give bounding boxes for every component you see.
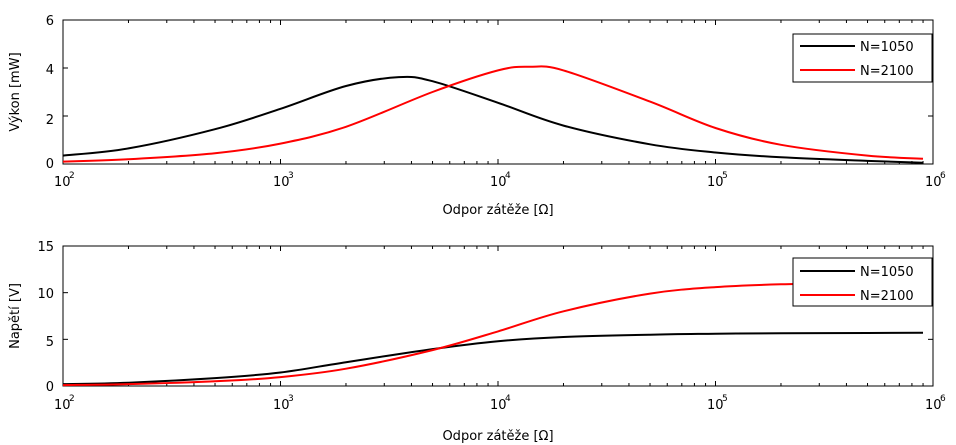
voltage-xtick-label: 10 6 [925,394,946,413]
svg-text:10: 10 [273,175,290,190]
voltage-xtick-label: 10 2 [54,394,75,413]
voltage-xtick-label: 10 4 [490,394,511,413]
svg-text:4: 4 [505,171,511,181]
voltage-ytick-label: 5 [46,335,54,350]
svg-text:10: 10 [925,175,942,190]
voltage-xaxis-label: Odpor zátěže [Ω] [442,429,553,444]
voltage-legend-label-n2100: N=2100 [860,289,914,304]
svg-text:2: 2 [69,394,75,404]
power-plot-area [62,19,934,165]
svg-text:10: 10 [707,398,724,413]
svg-text:5: 5 [722,394,728,404]
voltage-chart: 0 5 10 15 10 2 10 3 10 4 10 5 10 6 Odpor… [8,240,946,444]
power-legend-box [792,33,933,83]
power-legend-label-n2100: N=2100 [860,64,914,79]
svg-text:10: 10 [707,175,724,190]
svg-text:10: 10 [54,398,71,413]
svg-text:4: 4 [505,394,511,404]
voltage-xtick-label: 10 3 [273,394,294,413]
svg-text:10: 10 [273,398,290,413]
voltage-series-lines [62,245,933,387]
power-legend-label-n1050: N=1050 [860,40,914,55]
power-chart: 0 2 4 6 10 2 10 3 10 4 10 5 10 6 Odpor z… [8,14,946,218]
svg-text:3: 3 [288,394,294,404]
power-xtick-label: 10 4 [490,171,511,190]
voltage-plot-area [62,245,934,387]
svg-text:2: 2 [69,171,75,181]
svg-text:6: 6 [940,171,946,181]
power-series-lines [62,19,933,165]
power-series-line-n2100 [62,65,924,163]
voltage-ytick-label: 0 [46,380,54,395]
voltage-legend-box [792,257,933,307]
voltage-ytick-label: 10 [37,287,54,302]
power-xtick-label: 10 5 [707,171,728,190]
voltage-xtick-label: 10 5 [707,394,728,413]
svg-text:3: 3 [288,171,294,181]
voltage-series-line-n2100 [62,282,847,387]
power-yaxis-label: Výkon [mW] [8,52,23,131]
power-series-line-n1050 [62,75,924,164]
power-xaxis-label: Odpor zátěže [Ω] [442,203,553,218]
power-ytick-label: 2 [46,113,54,128]
power-legend: N=1050 N=2100 [792,33,933,83]
power-ytick-label: 0 [46,157,54,172]
voltage-ytick-label: 15 [37,240,54,255]
svg-text:10: 10 [490,175,507,190]
power-xtick-label: 10 2 [54,171,75,190]
svg-text:10: 10 [54,175,71,190]
voltage-legend: N=1050 N=2100 [792,257,933,307]
voltage-yaxis-label: Napětí [V] [8,283,23,349]
svg-text:10: 10 [925,398,942,413]
svg-text:5: 5 [722,171,728,181]
voltage-legend-label-n1050: N=1050 [860,265,914,280]
power-ytick-label: 4 [46,63,54,78]
svg-text:10: 10 [490,398,507,413]
power-xtick-label: 10 3 [273,171,294,190]
voltage-series-line-n1050 [62,331,924,386]
power-ytick-label: 6 [46,14,54,29]
power-xtick-label: 10 6 [925,171,946,190]
svg-text:6: 6 [940,394,946,404]
